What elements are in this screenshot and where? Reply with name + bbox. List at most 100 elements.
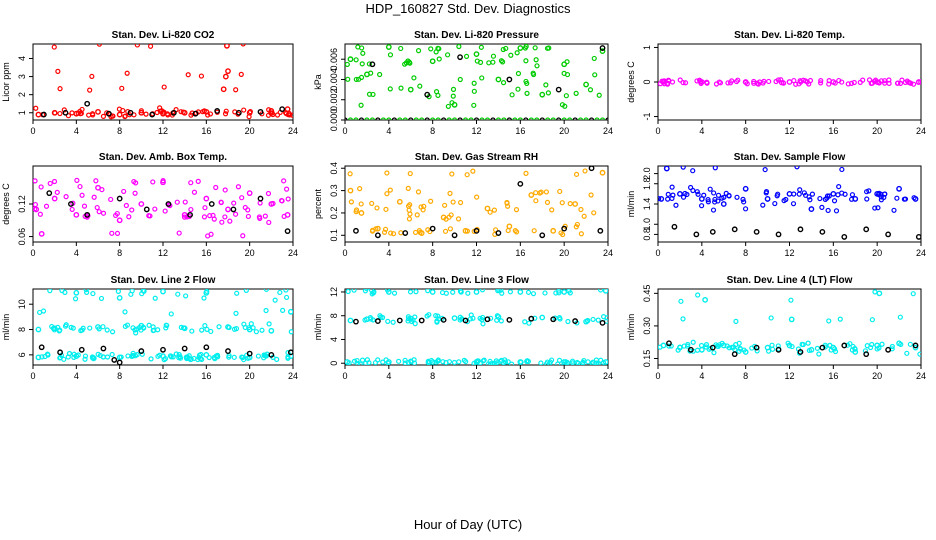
scatter-point: [912, 196, 919, 202]
scatter-point: [355, 360, 361, 365]
scatter-point: [173, 351, 179, 357]
scatter-point: [720, 342, 727, 349]
x-tick-label: 0: [30, 371, 35, 381]
scatter-point: [374, 205, 380, 211]
scatter-point: [543, 189, 549, 195]
scatter-point: [386, 117, 392, 120]
scatter-point: [583, 81, 589, 88]
panel-title: Stan. Dev. Sample Flow: [734, 152, 846, 163]
scatter-point: [378, 314, 384, 320]
x-tick-label: 20: [872, 248, 882, 258]
scatter-point: [490, 53, 497, 59]
scatter-point: [390, 319, 396, 325]
scatter-point: [208, 328, 214, 335]
scatter-point: [581, 357, 587, 364]
scatter-point: [596, 92, 602, 98]
scatter-point: [429, 225, 436, 232]
scatter-point: [181, 214, 188, 220]
panel-8: Stan. Dev. Line 3 Flow ml/min 0 4 8 12 16 20 24 0…: [313, 275, 613, 381]
scatter-point: [424, 91, 431, 98]
scatter-point: [283, 289, 289, 293]
scatter-point: [517, 45, 524, 51]
scatter-point: [345, 289, 351, 295]
scatter-point: [72, 296, 79, 302]
scatter-point: [274, 356, 280, 362]
scatter-point: [412, 229, 419, 236]
scatter-point: [446, 117, 452, 120]
scatter-point: [203, 351, 210, 358]
scatter-point: [710, 207, 717, 213]
scatter-point: [581, 213, 587, 219]
scatter-point: [457, 117, 463, 120]
scatter-point: [131, 178, 137, 185]
scatter-point: [556, 290, 562, 296]
scatter-point: [498, 318, 504, 324]
scatter-point: [385, 289, 392, 295]
scatter-point: [533, 190, 539, 196]
scatter-point: [465, 290, 471, 296]
x-tick-label: 0: [655, 248, 660, 258]
scatter-point: [449, 171, 455, 177]
scatter-point: [687, 346, 694, 353]
scatter-point: [851, 79, 857, 86]
scatter-point: [490, 117, 496, 120]
scatter-point: [534, 63, 540, 69]
scatter-point: [760, 202, 766, 208]
scatter-point: [353, 76, 359, 83]
scatter-point: [104, 327, 110, 333]
scatter-point: [366, 61, 372, 67]
scatter-point: [77, 183, 83, 190]
scatter-point: [680, 194, 687, 200]
scatter-point: [845, 81, 851, 87]
scatter-point: [418, 204, 424, 210]
scatter-point: [593, 357, 599, 363]
panel-title: Stan. Dev. Line 3 Flow: [424, 275, 529, 286]
scatter-point: [287, 349, 293, 356]
scatter-point: [345, 76, 351, 82]
scatter-point: [95, 324, 101, 330]
scatter-point: [804, 79, 810, 85]
scatter-point: [538, 189, 544, 195]
scatter-point: [485, 361, 492, 365]
scatter-point: [530, 70, 536, 76]
panel-2: Stan. Dev. Li-820 Pressure kPa 0 4 8 12 16 20 24…: [313, 30, 613, 136]
scatter-point: [436, 316, 442, 322]
scatter-point: [37, 211, 43, 217]
scatter-point: [207, 213, 213, 219]
scatter-point: [749, 345, 755, 351]
x-tick-label: 4: [74, 126, 79, 136]
scatter-point: [203, 344, 210, 351]
scatter-point: [143, 206, 150, 213]
scatter-point: [242, 324, 248, 331]
scatter-point: [95, 184, 101, 191]
x-tick-label: 16: [201, 126, 211, 136]
scatter-point: [711, 190, 717, 196]
scatter-point: [381, 229, 388, 235]
scatter-point: [147, 213, 153, 219]
scatter-point: [500, 46, 506, 53]
scatter-point: [473, 227, 480, 234]
scatter-point: [278, 197, 285, 204]
scatter-point: [479, 75, 485, 81]
scatter-point: [73, 289, 80, 296]
scatter-point: [907, 341, 913, 347]
scatter-point: [526, 320, 532, 326]
scatter-point: [839, 190, 845, 196]
scatter-point: [545, 117, 551, 120]
x-tick-label: 8: [743, 248, 748, 258]
scatter-point: [515, 86, 521, 92]
scatter-point: [463, 53, 470, 59]
scatter-point: [451, 101, 458, 108]
scatter-point: [572, 117, 578, 120]
scatter-point: [384, 191, 390, 197]
y-tick-label: 4: [329, 337, 339, 342]
scatter-point: [816, 351, 822, 357]
scatter-point: [33, 206, 40, 213]
scatter-point: [263, 307, 269, 314]
scatter-point: [561, 61, 568, 68]
scatter-point: [218, 199, 224, 205]
scatter-point: [885, 346, 892, 353]
scatter-point: [894, 195, 900, 201]
scatter-point: [444, 52, 451, 58]
scatter-point: [246, 190, 253, 197]
